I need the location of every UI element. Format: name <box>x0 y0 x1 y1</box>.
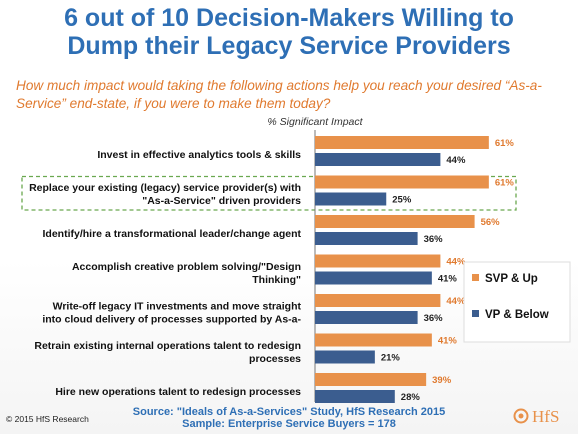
legend-swatch <box>472 310 479 317</box>
data-label: 36% <box>424 313 444 324</box>
bar <box>315 333 432 347</box>
data-label: 44% <box>446 155 466 166</box>
data-label: 28% <box>401 392 421 403</box>
bar <box>315 390 395 403</box>
bar <box>315 175 489 189</box>
bar <box>315 254 441 268</box>
source-line-2: Sample: Enterprise Service Buyers = 178 <box>182 418 396 430</box>
data-label: 56% <box>481 217 501 228</box>
bar <box>315 153 441 166</box>
legend-label: SVP & Up <box>485 273 538 285</box>
axis-title: % Significant Impact <box>267 116 363 128</box>
data-label: 44% <box>446 257 466 268</box>
data-label: 39% <box>432 375 452 386</box>
highlight-box <box>21 175 517 211</box>
category-label: Hire new operations talent to redesign p… <box>55 386 301 398</box>
category-label: Accomplish creative problem solving/"Des… <box>72 261 301 273</box>
bar <box>315 294 441 307</box>
category-label: Write-off legacy IT investments and move… <box>53 300 302 312</box>
logo-text: HfS <box>532 407 559 426</box>
data-label: 61% <box>495 178 515 189</box>
bar <box>315 271 432 285</box>
source-note: Source: "Ideals of As-a-Services" Study,… <box>0 406 578 430</box>
source-line-1: Source: "Ideals of As-a-Services" Study,… <box>132 406 446 418</box>
category-label: into cloud delivery of processes support… <box>42 313 301 325</box>
bar <box>315 136 489 149</box>
bar <box>315 215 475 228</box>
data-label: 36% <box>424 234 444 245</box>
category-label: Thinking" <box>252 274 301 286</box>
bar <box>315 192 387 206</box>
subtitle-line-2: Service” end-state, if you were to make … <box>16 96 331 111</box>
category-label: Replace your existing (legacy) service p… <box>29 182 301 194</box>
legend-box <box>463 261 571 343</box>
category-label: Retrain existing internal operations tal… <box>34 340 301 352</box>
data-label: 25% <box>392 195 412 206</box>
data-label: 41% <box>438 274 458 285</box>
data-label: 41% <box>438 336 458 347</box>
data-label: 61% <box>495 138 515 149</box>
logo-dot-icon <box>518 413 524 419</box>
copyright-text: © 2015 HfS Research <box>6 414 89 424</box>
bar <box>315 350 375 364</box>
category-label: Invest in effective analytics tools & sk… <box>97 149 301 161</box>
bar <box>315 232 418 245</box>
chart-title: 6 out of 10 Decision-Makers Willing to D… <box>0 4 578 60</box>
legend-swatch <box>472 274 479 281</box>
legend-label: VP & Below <box>485 309 549 321</box>
title-line-1: 6 out of 10 Decision-Makers Willing to <box>64 4 514 32</box>
chart-subtitle: How much impact would taking the followi… <box>16 77 566 113</box>
data-label: 21% <box>381 353 401 364</box>
data-label: 44% <box>446 296 466 307</box>
subtitle-line-1: How much impact would taking the followi… <box>16 78 542 93</box>
category-label: processes <box>249 353 301 365</box>
category-label: Identify/hire a transformational leader/… <box>43 228 302 240</box>
bar <box>315 373 427 386</box>
logo-swirl-icon <box>513 408 529 424</box>
hfs-logo: HfS <box>513 407 559 426</box>
bar <box>315 311 418 324</box>
title-line-2: Dump their Legacy Service Providers <box>67 32 511 60</box>
category-label: "As-a-Service" driven providers <box>142 195 301 207</box>
